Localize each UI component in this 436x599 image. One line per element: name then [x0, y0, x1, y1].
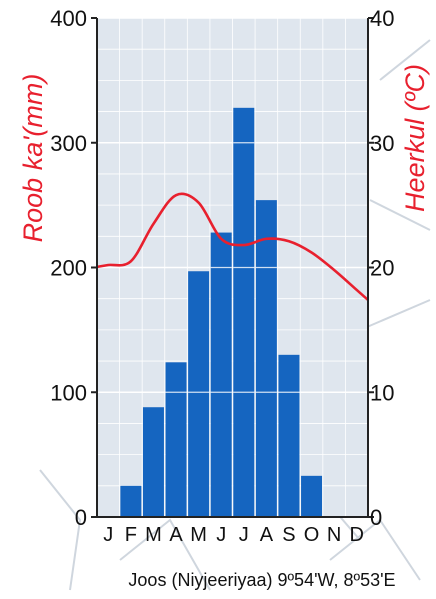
rainfall-bar	[301, 475, 323, 517]
rainfall-bars	[120, 107, 323, 517]
month-label: S	[282, 524, 295, 546]
month-label: J	[239, 524, 249, 546]
left-tick-label: 200	[50, 256, 87, 281]
rainfall-bar	[165, 362, 187, 517]
chart-footer-location: Joos (Niyjeeriyaa) 9º54'W, 8º53'E	[128, 570, 395, 590]
month-label: J	[103, 524, 113, 546]
watermark-stroke	[379, 39, 431, 81]
rainfall-bar	[278, 354, 300, 517]
watermark-stroke	[119, 518, 211, 591]
right-tick-label: 40	[370, 6, 394, 31]
y-axis-label-right: Heerkul (ºC)	[400, 64, 430, 212]
watermark-stroke	[329, 518, 421, 581]
rainfall-bar	[188, 271, 210, 517]
month-label: N	[327, 524, 341, 546]
right-tick-label: 0	[370, 505, 382, 530]
left-tick-label: 400	[50, 6, 87, 31]
rainfall-bar	[233, 107, 255, 517]
watermark-stroke	[359, 299, 431, 331]
month-label: M	[190, 524, 207, 546]
temperature-line	[96, 192, 369, 301]
right-tick-label: 10	[370, 380, 394, 405]
month-label: F	[125, 524, 137, 546]
month-label: M	[145, 524, 162, 546]
watermark-stroke	[369, 199, 431, 231]
y-axis-label-left: Roob ka'(mm)	[18, 74, 48, 243]
rainfall-bar	[142, 407, 164, 517]
left-tick-label: 300	[50, 131, 87, 156]
right-tick-label: 20	[370, 256, 394, 281]
watermark-stroke	[39, 469, 82, 591]
axes	[91, 17, 374, 518]
left-tick-label: 100	[50, 380, 87, 405]
month-label: D	[349, 524, 363, 546]
rainfall-bar	[255, 200, 277, 517]
rainfall-bar	[210, 232, 232, 517]
month-label: A	[260, 524, 274, 546]
rainfall-bar	[120, 485, 142, 517]
left-tick-labels: 0 100 200 300 400	[50, 6, 87, 530]
right-tick-labels: 0 10 20 30 40	[370, 6, 394, 530]
month-label: O	[304, 524, 320, 546]
right-tick-label: 30	[370, 131, 394, 156]
left-tick-label: 0	[75, 505, 87, 530]
month-label: J	[216, 524, 226, 546]
month-label: A	[169, 524, 183, 546]
